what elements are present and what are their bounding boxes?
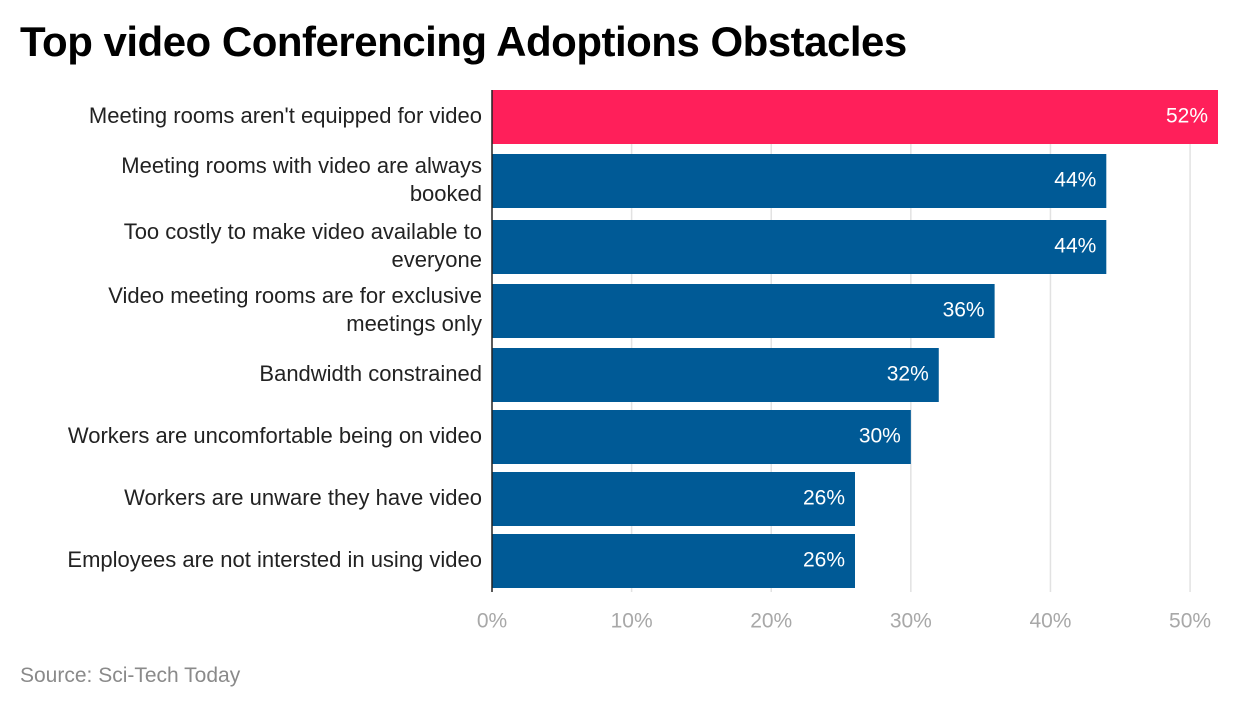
bar (492, 534, 855, 588)
category-label: Too costly to make video available to (124, 219, 482, 244)
category-label: Meeting rooms with video are always (121, 153, 482, 178)
category-label: everyone (391, 247, 482, 272)
category-label: Workers are unware they have video (124, 485, 482, 510)
bars: 52% 44% 44% 36% 32% 30% 26% 26% (492, 90, 1218, 588)
bar (492, 472, 855, 526)
x-tick-label: 0% (477, 610, 507, 633)
bar-value-label: 36% (943, 299, 985, 322)
bar (492, 220, 1107, 274)
category-label: meetings only (346, 311, 482, 336)
source-note: Source: Sci-Tech Today (20, 664, 241, 687)
x-tick-label: 40% (1029, 610, 1071, 633)
category-label: Workers are uncomfortable being on video (68, 423, 482, 448)
category-label: Video meeting rooms are for exclusive (108, 283, 482, 308)
category-label: Meeting rooms aren't equipped for video (89, 103, 482, 128)
category-label: Employees are not intersted in using vid… (67, 547, 482, 572)
bar-value-label: 52% (1166, 105, 1208, 128)
bar (492, 410, 911, 464)
x-tick-label: 10% (611, 610, 653, 633)
x-axis-tick-labels: 0% 10% 20% 30% 40% 50% (477, 610, 1211, 633)
bar-value-label: 44% (1054, 169, 1096, 192)
category-label: Bandwidth constrained (259, 361, 482, 386)
chart-title: Top video Conferencing Adoptions Obstacl… (20, 18, 907, 65)
category-label: booked (410, 181, 482, 206)
x-tick-label: 20% (750, 610, 792, 633)
bar-value-label: 26% (803, 549, 845, 572)
x-tick-label: 30% (890, 610, 932, 633)
bar-value-label: 44% (1054, 235, 1096, 258)
bar (492, 348, 939, 402)
bar-value-label: 32% (887, 363, 929, 386)
bar-value-label: 30% (859, 425, 901, 448)
x-tick-label: 50% (1169, 610, 1211, 633)
category-labels: Meeting rooms aren't equipped for video M… (67, 103, 482, 572)
bar (492, 90, 1218, 144)
bar-value-label: 26% (803, 487, 845, 510)
bar (492, 154, 1107, 208)
bar (492, 284, 995, 338)
